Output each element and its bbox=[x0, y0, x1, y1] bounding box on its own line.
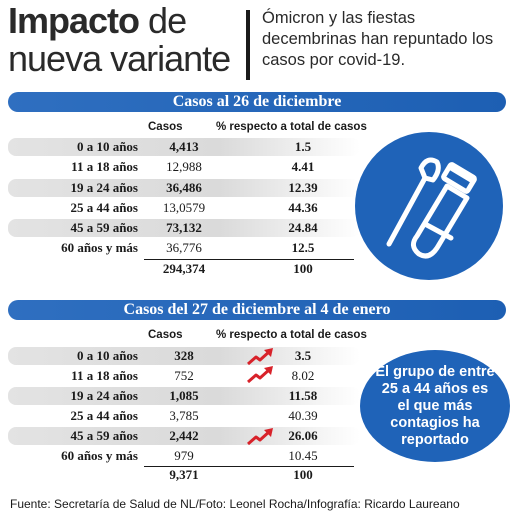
cases-value: 73,132 bbox=[166, 220, 202, 235]
pct-value: 1.5 bbox=[294, 139, 312, 154]
table2-banner: Casos del 27 de diciembre al 4 de enero bbox=[8, 300, 506, 320]
table2-row: 11 a 18 años 752 8.02 bbox=[8, 367, 360, 385]
page-title: Impacto de nueva variante bbox=[8, 0, 231, 79]
age-label: 11 a 18 años bbox=[71, 159, 138, 174]
table1-col-pct: % respecto a total de casos bbox=[216, 121, 367, 133]
title-line2: nueva variante bbox=[8, 38, 231, 79]
table2-total-divider bbox=[144, 466, 354, 467]
table2-row: 25 a 44 años 3,785 40.39 bbox=[8, 407, 360, 425]
swab-and-test-tube-icon bbox=[386, 157, 477, 259]
age-label: 60 años y más bbox=[61, 240, 138, 255]
age-label: 25 a 44 años bbox=[70, 200, 138, 215]
pct-value: 4.41 bbox=[291, 159, 315, 174]
age-label: 19 a 24 años bbox=[70, 388, 138, 403]
table1-row: 60 años y más 36,776 12.5 bbox=[8, 239, 360, 257]
age-label: 25 a 44 años bbox=[70, 408, 138, 423]
pct-value: 10.45 bbox=[288, 448, 318, 463]
table2-total-cases: 9,371 bbox=[169, 467, 199, 482]
title-word: de bbox=[148, 0, 187, 41]
age-label: 19 a 24 años bbox=[70, 180, 138, 195]
table2-row: 45 a 59 años 2,442 26.06 bbox=[8, 427, 360, 445]
cases-value: 13,0579 bbox=[162, 200, 206, 215]
table2-total-pct: 100 bbox=[293, 467, 313, 482]
cases-value: 328 bbox=[174, 348, 194, 363]
cases-value: 36,486 bbox=[166, 180, 202, 195]
table1-total-cases: 294,374 bbox=[162, 261, 206, 276]
cases-value: 4,413 bbox=[169, 139, 199, 154]
table1-banner: Casos al 26 de diciembre bbox=[8, 92, 506, 112]
pct-value: 40.39 bbox=[288, 408, 318, 423]
table2-col-pct: % respecto a total de casos bbox=[216, 329, 367, 341]
table1-col-cases: Casos bbox=[148, 121, 183, 133]
red-up-arrow-icon bbox=[247, 366, 273, 384]
table1-row: 0 a 10 años 4,413 1.5 bbox=[8, 138, 360, 156]
subtitle: Ómicron y las fiestas decembrinas han re… bbox=[262, 9, 494, 69]
table1-row: 11 a 18 años 12,988 4.41 bbox=[8, 158, 360, 176]
table2-row: 19 a 24 años 1,085 11.58 bbox=[8, 387, 360, 405]
title-bold: Impacto bbox=[8, 0, 140, 41]
table2-row: 0 a 10 años 328 3.5 bbox=[8, 347, 360, 365]
table1-total-divider bbox=[144, 259, 354, 260]
table2-col-cases: Casos bbox=[148, 329, 183, 341]
cases-value: 979 bbox=[174, 448, 194, 463]
cases-value: 752 bbox=[174, 368, 194, 383]
cases-value: 1,085 bbox=[169, 388, 199, 403]
age-label: 60 años y más bbox=[61, 448, 138, 463]
age-label: 0 a 10 años bbox=[76, 348, 138, 363]
illustration-circle bbox=[355, 132, 503, 280]
age-label: 45 a 59 años bbox=[70, 428, 138, 443]
table1-total-pct: 100 bbox=[293, 261, 313, 276]
pct-value: 24.84 bbox=[288, 220, 318, 235]
pct-value: 12.39 bbox=[288, 180, 318, 195]
pct-value: 26.06 bbox=[288, 428, 318, 443]
table1-row: 19 a 24 años 36,486 12.39 bbox=[8, 179, 360, 197]
red-up-arrow-icon bbox=[247, 348, 273, 366]
table1-row: 45 a 59 años 73,132 24.84 bbox=[8, 219, 360, 237]
age-label: 45 a 59 años bbox=[70, 220, 138, 235]
red-up-arrow-icon bbox=[247, 428, 273, 446]
table2-row: 60 años y más 979 10.45 bbox=[8, 447, 360, 465]
age-label: 0 a 10 años bbox=[76, 139, 138, 154]
pct-value: 11.58 bbox=[288, 388, 318, 403]
table1-row: 25 a 44 años 13,0579 44.36 bbox=[8, 199, 360, 217]
cases-value: 2,442 bbox=[169, 428, 199, 443]
source-credits: Fuente: Secretaría de Salud de NL/Foto: … bbox=[10, 497, 460, 511]
cases-value: 12,988 bbox=[166, 159, 202, 174]
title-divider bbox=[246, 10, 250, 80]
callout-bubble: El grupo de entre 25 a 44 años es el que… bbox=[360, 350, 510, 462]
age-label: 11 a 18 años bbox=[71, 368, 138, 383]
cases-value: 36,776 bbox=[166, 240, 202, 255]
pct-value: 44.36 bbox=[288, 200, 318, 215]
pct-value: 8.02 bbox=[291, 368, 315, 383]
cases-value: 3,785 bbox=[169, 408, 199, 423]
pct-value: 3.5 bbox=[294, 348, 312, 363]
pct-value: 12.5 bbox=[291, 240, 315, 255]
